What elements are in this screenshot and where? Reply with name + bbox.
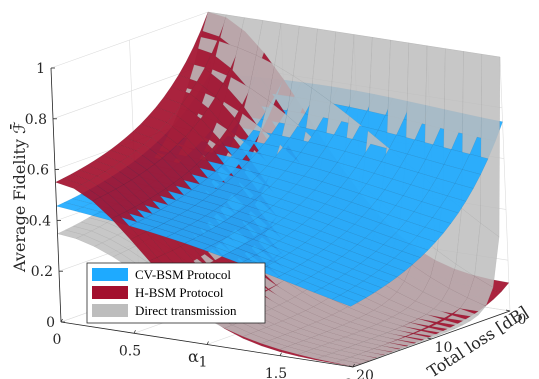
z-axis-label: Average Fidelity ℱ̄	[10, 121, 29, 273]
legend-label-cv-bsm: CV-BSM Protocol	[135, 267, 231, 282]
legend: CV-BSM Protocol H-BSM Protocol Direct tr…	[86, 262, 266, 324]
z-tick-label: 0.6	[27, 163, 49, 179]
z-tick-label: 0	[46, 315, 55, 331]
legend-label-h-bsm: H-BSM Protocol	[135, 285, 224, 300]
x-tick-label: 1	[199, 355, 208, 371]
legend-swatch-direct	[92, 304, 128, 317]
y-tick-mark	[348, 365, 354, 368]
surface-cv-bsm-patch	[331, 294, 359, 307]
surface-cv-bsm-patch	[386, 257, 413, 272]
y-tick-mark	[505, 309, 511, 312]
z-tick-label: 0.4	[29, 213, 51, 229]
surface-cv-bsm-patch	[416, 226, 444, 243]
z-axis-line	[50, 67, 62, 323]
z-tick-label: 1	[36, 61, 45, 77]
legend-label-direct: Direct transmission	[135, 303, 237, 318]
x-tick-label: 0.5	[119, 343, 141, 359]
x-axis-label: α	[188, 347, 199, 366]
tick-labels: 00.511.520102000.20.40.60.81	[25, 61, 527, 379]
x-tick-mark	[133, 330, 136, 334]
y-tick-label: 20	[356, 368, 374, 379]
surface-cv-bsm-patch	[378, 264, 406, 278]
x-tick-mark	[352, 363, 355, 368]
y-tick-label: 10	[435, 340, 453, 356]
x-tick-label: 0	[53, 332, 62, 348]
surface-cv-bsm-patch	[362, 275, 390, 289]
x-tick-label: 2	[345, 377, 354, 379]
x-tick-mark	[60, 318, 63, 323]
y-tick-label: 0	[518, 312, 527, 328]
surface-direct-patch	[480, 53, 501, 238]
surface-direct-patch	[349, 354, 378, 362]
y-tick-mark	[427, 337, 432, 340]
x-tick-mark	[206, 341, 209, 345]
x-tick-mark	[279, 352, 282, 356]
legend-swatch-cv-bsm	[92, 268, 128, 281]
z-tick-label: 0.2	[31, 264, 53, 280]
z-tick-label: 0.8	[25, 112, 47, 128]
x-tick-label: 1.5	[265, 366, 287, 379]
surfaces	[54, 11, 510, 367]
legend-swatch-h-bsm	[92, 286, 128, 299]
